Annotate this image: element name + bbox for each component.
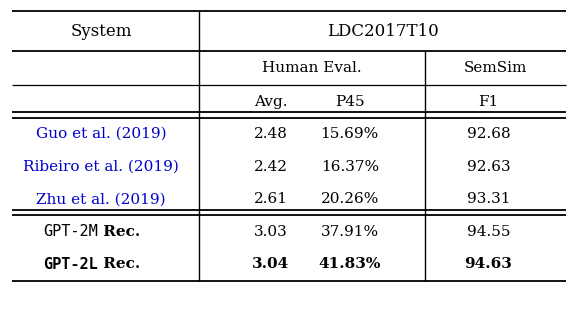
Text: 92.63: 92.63 [466, 160, 510, 174]
Text: 15.69%: 15.69% [321, 127, 379, 141]
Text: Rec.: Rec. [98, 225, 140, 239]
Text: GPT-2L: GPT-2L [43, 257, 98, 272]
Text: 41.83%: 41.83% [318, 257, 381, 271]
Text: Zhu et al. (2019): Zhu et al. (2019) [36, 192, 166, 206]
Text: 92.68: 92.68 [466, 127, 510, 141]
Text: 93.31: 93.31 [466, 192, 510, 206]
Text: 20.26%: 20.26% [321, 192, 379, 206]
Text: GPT-2M: GPT-2M [43, 224, 98, 239]
Text: Ribeiro et al. (2019): Ribeiro et al. (2019) [23, 160, 179, 174]
Text: 2.48: 2.48 [254, 127, 287, 141]
Text: 3.04: 3.04 [252, 257, 289, 271]
Text: 3.03: 3.03 [254, 225, 287, 239]
Text: Guo et al. (2019): Guo et al. (2019) [36, 127, 166, 141]
Text: 94.55: 94.55 [466, 225, 510, 239]
Text: System: System [71, 23, 132, 39]
Text: 37.91%: 37.91% [321, 225, 379, 239]
Text: SemSim: SemSim [464, 61, 527, 75]
Text: 16.37%: 16.37% [321, 160, 379, 174]
Text: Human Eval.: Human Eval. [262, 61, 362, 75]
Text: LDC2017T10: LDC2017T10 [327, 23, 439, 39]
Text: P45: P45 [335, 95, 365, 108]
Text: Rec.: Rec. [98, 257, 140, 271]
Text: 94.63: 94.63 [465, 257, 512, 271]
Text: F1: F1 [478, 95, 499, 108]
Text: 2.61: 2.61 [254, 192, 287, 206]
Text: 2.42: 2.42 [254, 160, 287, 174]
Text: Avg.: Avg. [254, 95, 287, 108]
